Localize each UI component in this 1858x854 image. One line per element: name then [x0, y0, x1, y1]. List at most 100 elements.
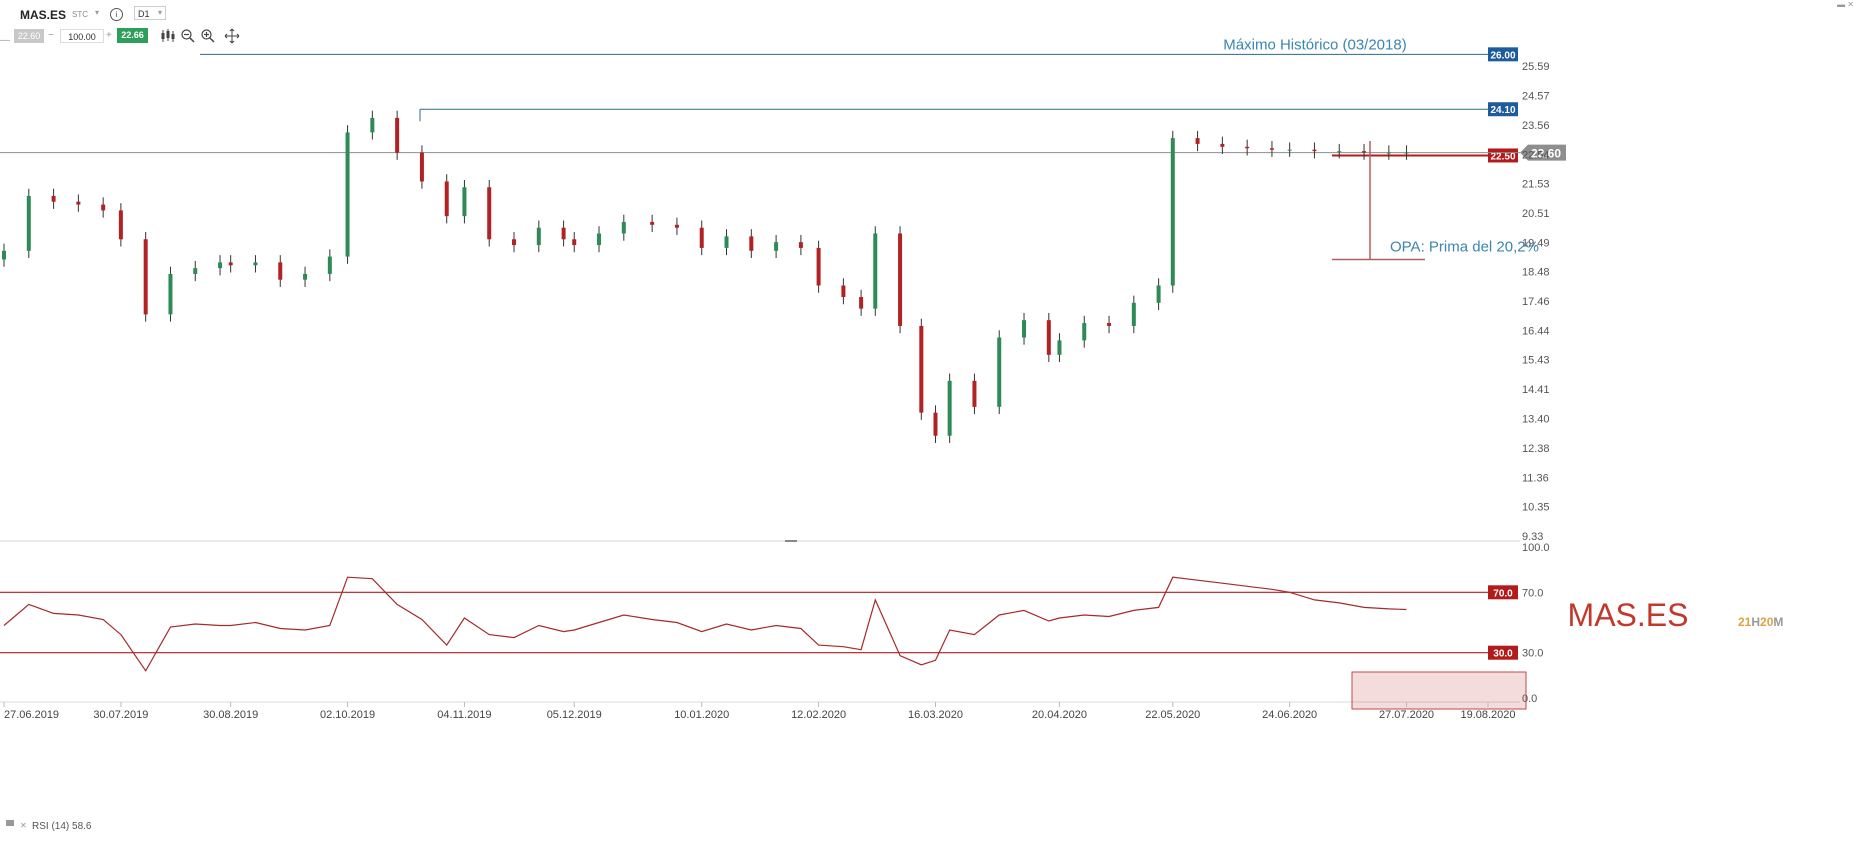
candle-body [1107, 323, 1112, 326]
symbol-watermark: MAS.ES [1568, 597, 1689, 633]
candle-body [798, 242, 803, 248]
candle-body [919, 325, 924, 413]
candle-body [898, 233, 903, 326]
crosshair-icon[interactable] [224, 28, 240, 44]
decrease-quantity-button[interactable]: − [48, 30, 54, 41]
candle-body [444, 181, 449, 217]
rsi-line [3, 576, 1407, 672]
info-icon[interactable]: i [110, 8, 123, 21]
price-tick-label: 16.44 [1522, 326, 1550, 338]
candle-body [253, 262, 258, 266]
premium-label: OPA: Prima del 20,2% [1390, 238, 1539, 255]
price-tick-label: 12.38 [1522, 443, 1550, 455]
candle-body [303, 273, 308, 280]
candle-body [395, 117, 400, 153]
time-tick-label: 22.05.2020 [1145, 709, 1200, 721]
rsi-tick-label: 100.0 [1522, 542, 1550, 554]
candle-body [1156, 285, 1161, 303]
candle-body [51, 195, 56, 202]
increase-quantity-button[interactable]: + [106, 30, 112, 41]
candle-body [101, 204, 106, 211]
candle-body [997, 337, 1002, 407]
time-tick-label: 27.07.2020 [1379, 709, 1434, 721]
rsi-indicator: 70.0 30.0 ✕ RSI (14) 58.6 [0, 576, 1527, 832]
candle-body [841, 285, 846, 298]
time-tick-label: 20.04.2020 [1032, 709, 1087, 721]
candle-body [1269, 148, 1274, 150]
chart-toolbar: MAS.ES STC ▾ i D1 ▾ — 22.60 − 100.00 + 2… [0, 0, 400, 48]
hline-label: Máximo Histórico (03/2018) [1223, 36, 1406, 53]
candle-body [859, 297, 864, 309]
rsi-level-badge [1488, 645, 1518, 660]
minimize-icon[interactable]: ▬ [1837, 0, 1846, 9]
candle-body [193, 268, 198, 274]
price-badge [1488, 47, 1518, 62]
candle-body [2, 250, 6, 260]
quantity-input[interactable]: 100.00 [60, 29, 104, 43]
candle-body [1362, 151, 1367, 153]
candle-body [873, 233, 878, 309]
candle-body [1337, 151, 1342, 153]
candle-type-icon[interactable] [160, 28, 176, 44]
rsi-tick-label: 70.0 [1522, 587, 1543, 599]
candle-body [278, 262, 283, 280]
zoom-in-icon[interactable] [200, 28, 216, 44]
chevron-down-icon[interactable]: ▾ [95, 8, 100, 17]
candle-body [1131, 302, 1136, 326]
price-tick-label: 18.48 [1522, 267, 1550, 279]
candle-body [1386, 152, 1391, 154]
annotation-lines[interactable]: 26.00 Máximo Histórico (03/2018) 24.10 22.5… [0, 36, 1566, 261]
indicator-remove-icon[interactable]: ✕ [20, 821, 27, 830]
candle-body [1170, 138, 1175, 286]
time-tick-label: 24.06.2020 [1262, 709, 1317, 721]
candle-body [1404, 152, 1409, 154]
collapse-toolbar-icon[interactable]: — [0, 35, 10, 46]
time-tick-label: 04.11.2019 [437, 709, 491, 721]
price-tick-label: 22.54 [1522, 149, 1550, 161]
rsi-tick-label: 0.0 [1522, 693, 1537, 705]
candle-body [487, 187, 492, 240]
price-tick-label: 13.40 [1522, 413, 1550, 425]
time-tick-label: 12.02.2020 [791, 709, 846, 721]
indicator-settings-icon[interactable] [6, 820, 14, 826]
time-tick-label: 27.06.2019 [4, 709, 59, 721]
candle-body [419, 152, 424, 182]
rsi-legend-label: RSI (14) 58.6 [32, 821, 92, 832]
time-axis[interactable]: 27.06.2019 30.07.2019 30.08.2019 02.10.2019… [3, 702, 1516, 721]
rsi-level-badge [1488, 585, 1518, 600]
price-tick-label: 25.59 [1522, 61, 1550, 73]
zoom-out-icon[interactable] [180, 28, 196, 44]
timeframe-select[interactable]: D1 [134, 6, 166, 20]
candle-body [462, 187, 467, 217]
window-controls: ▬ ✕ [1837, 0, 1854, 9]
time-tick-label: 30.08.2019 [203, 709, 258, 721]
time-tick-label: 19.08.2020 [1460, 709, 1515, 721]
time-tick-label: 30.07.2019 [93, 709, 148, 721]
price-badge [1488, 148, 1518, 163]
price-axis[interactable]: 25.59 24.57 23.56 22.54 21.53 20.51 19.49 18.48… [1522, 61, 1550, 705]
candle-body [650, 221, 655, 225]
price-tick-label: 21.53 [1522, 178, 1550, 190]
price-tick-label: 9.33 [1522, 531, 1543, 543]
candle-body [561, 227, 566, 240]
candle-body [933, 412, 938, 436]
price-tick-label: 19.49 [1522, 237, 1550, 249]
price-tick-label: 23.56 [1522, 120, 1550, 132]
price-tick-label: 17.46 [1522, 296, 1550, 308]
price-tick-label: 14.41 [1522, 384, 1550, 396]
buy-price-button[interactable]: 22.66 [117, 28, 148, 43]
candle-body [76, 201, 81, 205]
sell-price-button[interactable]: 22.60 [14, 29, 44, 43]
chevron-down-icon[interactable]: ▾ [158, 8, 163, 17]
candle-body [143, 239, 148, 315]
close-icon[interactable]: ✕ [1847, 0, 1854, 9]
candle-body [1046, 320, 1051, 355]
symbol-label[interactable]: MAS.ES [20, 8, 67, 22]
candle-body [674, 224, 679, 228]
candle-body [572, 239, 577, 246]
candle-body [512, 239, 517, 246]
price-badge-label: 26.00 [1490, 50, 1515, 61]
current-price-badge [1520, 144, 1566, 161]
candle-body [1220, 143, 1225, 147]
